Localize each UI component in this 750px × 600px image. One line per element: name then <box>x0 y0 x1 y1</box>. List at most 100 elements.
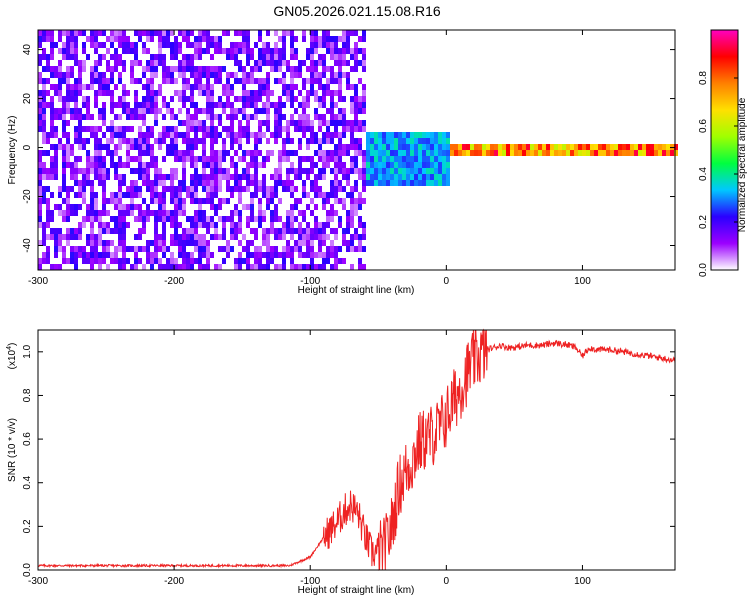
spectrogram-cell <box>58 234 62 240</box>
spectrogram-cell <box>222 84 226 90</box>
spectrogram-cell <box>210 144 214 150</box>
spectrogram-cell <box>46 168 50 174</box>
spectrogram-cell <box>210 180 214 186</box>
spectrogram-cell <box>250 204 254 210</box>
spectrogram-cell <box>170 138 174 144</box>
spectrogram-cell <box>470 144 474 150</box>
spectrogram-cell <box>126 258 130 264</box>
spectrogram-cell <box>282 150 286 156</box>
spectrogram-cell <box>118 78 122 84</box>
spectrogram-cell <box>242 72 246 78</box>
spectrogram-cell <box>190 96 194 102</box>
spectrogram-cell <box>250 174 254 180</box>
spectrogram-cell <box>334 234 338 240</box>
spectrogram-cell <box>206 264 210 270</box>
spectrogram-cell <box>138 210 142 216</box>
spectrogram-cell <box>242 96 246 102</box>
spectrogram-cell <box>86 36 90 42</box>
spectrogram-cell <box>142 72 146 78</box>
spectrogram-cell <box>446 132 450 138</box>
spectrogram-cell <box>150 96 154 102</box>
spectrogram-cell <box>90 240 94 246</box>
spectrogram-cell <box>602 150 606 156</box>
spectrogram-cell <box>674 144 678 150</box>
spectrogram-cell <box>130 114 134 120</box>
spectrogram-cell <box>182 210 186 216</box>
spectrogram-cell <box>226 48 230 54</box>
spectrogram-cell <box>38 174 42 180</box>
spectrogram-cell <box>202 30 206 36</box>
spectrogram-cell <box>526 150 530 156</box>
spectrogram-cell <box>238 156 242 162</box>
spectrogram-cell <box>394 144 398 150</box>
spectrogram-cell <box>50 108 54 114</box>
spectrogram-cell <box>38 180 42 186</box>
spectrogram-cell <box>122 264 126 270</box>
spectrogram-cell <box>218 168 222 174</box>
spectrogram-cell <box>114 216 118 222</box>
spectrogram-cell <box>330 96 334 102</box>
spectrogram-cell <box>394 162 398 168</box>
spectrogram-cell <box>222 198 226 204</box>
spectrogram-cell <box>150 210 154 216</box>
spectrogram-cell <box>350 216 354 222</box>
spectrogram-cell <box>162 234 166 240</box>
spectrogram-cell <box>138 192 142 198</box>
spectrogram-cell <box>122 102 126 108</box>
spectrogram-cell <box>374 156 378 162</box>
spectrogram-cell <box>206 48 210 54</box>
spectrogram-cell <box>42 36 46 42</box>
spectrogram-cell <box>154 96 158 102</box>
spectrogram-cell <box>522 150 526 156</box>
spectrogram-cell <box>418 174 422 180</box>
spectrogram-cell <box>190 138 194 144</box>
spectrogram-cell <box>214 114 218 120</box>
spectrogram-cell <box>394 174 398 180</box>
spectrogram-cell <box>118 228 122 234</box>
spectrogram-cell <box>322 102 326 108</box>
spectrogram-cell <box>214 78 218 84</box>
spectrogram-cell <box>154 210 158 216</box>
spectrogram-cell <box>126 210 130 216</box>
spectrogram-cell <box>242 186 246 192</box>
spectrogram-cell <box>354 246 358 252</box>
spectrogram-cell <box>254 132 258 138</box>
spectrogram-cell <box>234 138 238 144</box>
spectrogram-cell <box>158 60 162 66</box>
spectrogram-cell <box>54 264 58 270</box>
spectrogram-cell <box>194 72 198 78</box>
spectrogram-cell <box>386 150 390 156</box>
spectrogram-cell <box>270 252 274 258</box>
spectrogram-cell <box>234 42 238 48</box>
spectrogram-cell <box>94 30 98 36</box>
spectrogram-cell <box>98 138 102 144</box>
spectrogram-cell <box>134 54 138 60</box>
spectrogram-cell <box>338 60 342 66</box>
spectrogram-cell <box>46 54 50 60</box>
spectrogram-cell <box>54 72 58 78</box>
spectrogram-cell <box>342 168 346 174</box>
spectrogram-cell <box>158 216 162 222</box>
spectrogram-cell <box>130 192 134 198</box>
spectrogram-cell <box>70 150 74 156</box>
spectrogram-cell <box>38 264 42 270</box>
spectrogram-cell <box>390 150 394 156</box>
spectrogram-cell <box>314 150 318 156</box>
spectrogram-cell <box>294 264 298 270</box>
spectrogram-cell <box>38 204 42 210</box>
spectrogram-cell <box>490 150 494 156</box>
spectrogram-cell <box>370 174 374 180</box>
spectrogram-cell <box>326 138 330 144</box>
spectrogram-cell <box>58 240 62 246</box>
spectrogram-cell <box>74 258 78 264</box>
spectrogram-cell <box>134 114 138 120</box>
spectrogram-cell <box>402 162 406 168</box>
spectrogram-cell <box>226 126 230 132</box>
spectrogram-cell <box>294 240 298 246</box>
spectrogram-cell <box>242 156 246 162</box>
spectrogram-cell <box>538 150 542 156</box>
snr-x-tick-label: -200 <box>164 576 184 587</box>
spectrogram-cell <box>130 48 134 54</box>
spectrogram-cell <box>198 198 202 204</box>
spectrogram-cell <box>46 234 50 240</box>
